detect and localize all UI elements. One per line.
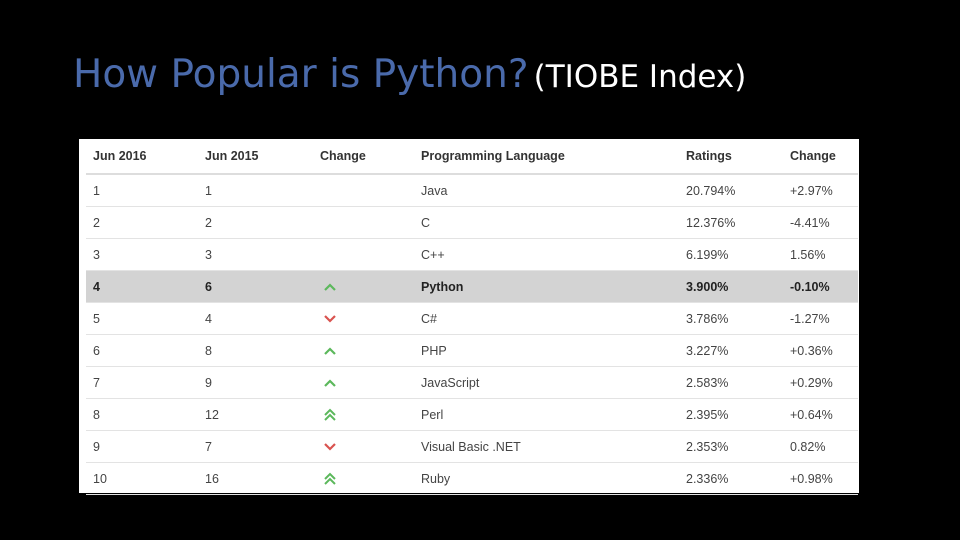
double-arrow-up-icon bbox=[320, 408, 414, 422]
cell-language: Perl bbox=[414, 398, 679, 431]
arrow-up-icon bbox=[320, 282, 414, 292]
cell-jun-2016: 10 bbox=[86, 462, 198, 495]
cell-jun-2015: 12 bbox=[198, 398, 313, 431]
cell-trend bbox=[313, 174, 414, 207]
cell-rating: 3.786% bbox=[679, 302, 783, 335]
col-header-change-arrow: Change bbox=[313, 139, 414, 175]
cell-change: 1.56% bbox=[783, 238, 858, 271]
table-header-row: Jun 2016 Jun 2015 Change Programming Lan… bbox=[86, 139, 858, 175]
cell-jun-2016: 9 bbox=[86, 430, 198, 463]
cell-jun-2015: 8 bbox=[198, 334, 313, 367]
cell-rating: 20.794% bbox=[679, 174, 783, 207]
cell-jun-2015: 6 bbox=[198, 270, 313, 303]
cell-jun-2015: 3 bbox=[198, 238, 313, 271]
cell-language: PHP bbox=[414, 334, 679, 367]
cell-trend bbox=[313, 398, 414, 431]
cell-rating: 12.376% bbox=[679, 206, 783, 239]
table-row: 6 8 PHP 3.227% +0.36% bbox=[86, 334, 858, 367]
slide-title: How Popular is Python? (TIOBE Index) bbox=[73, 52, 746, 97]
cell-rating: 6.199% bbox=[679, 238, 783, 271]
cell-jun-2016: 1 bbox=[86, 174, 198, 207]
cell-jun-2015: 1 bbox=[198, 174, 313, 207]
table-row: 3 3 C++ 6.199% 1.56% bbox=[86, 238, 858, 271]
cell-language: C++ bbox=[414, 238, 679, 271]
table-row: 5 4 C# 3.786% -1.27% bbox=[86, 302, 858, 335]
cell-trend bbox=[313, 270, 414, 303]
tiobe-table-panel: Jun 2016 Jun 2015 Change Programming Lan… bbox=[79, 139, 859, 495]
cell-jun-2016: 8 bbox=[86, 398, 198, 431]
double-arrow-up-icon bbox=[320, 472, 414, 486]
cell-jun-2015: 16 bbox=[198, 462, 313, 495]
col-header-change-pct: Change bbox=[783, 139, 858, 175]
col-header-jun-2015: Jun 2015 bbox=[198, 139, 313, 175]
cell-language: Ruby bbox=[414, 462, 679, 495]
arrow-up-icon bbox=[320, 378, 414, 388]
cell-rating: 2.336% bbox=[679, 462, 783, 495]
col-header-language: Programming Language bbox=[414, 139, 679, 175]
cell-jun-2015: 2 bbox=[198, 206, 313, 239]
arrow-down-icon bbox=[320, 442, 414, 452]
cell-trend bbox=[313, 366, 414, 399]
cell-change: -1.27% bbox=[783, 302, 858, 335]
cell-jun-2016: 4 bbox=[86, 270, 198, 303]
slide-title-subtitle: (TIOBE Index) bbox=[533, 59, 747, 95]
cell-rating: 2.353% bbox=[679, 430, 783, 463]
cell-change: +0.36% bbox=[783, 334, 858, 367]
cell-language: Python bbox=[414, 270, 679, 303]
cell-rating: 2.395% bbox=[679, 398, 783, 431]
table-row: 1 1 Java 20.794% +2.97% bbox=[86, 174, 858, 207]
cell-jun-2015: 9 bbox=[198, 366, 313, 399]
table-row: 9 7 Visual Basic .NET 2.353% 0.82% bbox=[86, 430, 858, 463]
arrow-down-icon bbox=[320, 314, 414, 324]
table-row: 10 16 Ruby 2.336% +0.98% bbox=[86, 462, 858, 495]
cell-change: 0.82% bbox=[783, 430, 858, 463]
cell-jun-2015: 7 bbox=[198, 430, 313, 463]
cell-trend bbox=[313, 430, 414, 463]
cell-jun-2016: 7 bbox=[86, 366, 198, 399]
table-row: 2 2 C 12.376% -4.41% bbox=[86, 206, 858, 239]
cell-trend bbox=[313, 334, 414, 367]
slide-title-main: How Popular is Python? bbox=[73, 52, 529, 97]
cell-change: +0.64% bbox=[783, 398, 858, 431]
cell-language: JavaScript bbox=[414, 366, 679, 399]
cell-jun-2016: 6 bbox=[86, 334, 198, 367]
table-row: 8 12 Perl 2.395% +0.64% bbox=[86, 398, 858, 431]
cell-change: -4.41% bbox=[783, 206, 858, 239]
cell-change: +0.29% bbox=[783, 366, 858, 399]
cell-language: C# bbox=[414, 302, 679, 335]
cell-change: +0.98% bbox=[783, 462, 858, 495]
cell-trend bbox=[313, 206, 414, 239]
arrow-up-icon bbox=[320, 346, 414, 356]
col-header-ratings: Ratings bbox=[679, 139, 783, 175]
table-row: 7 9 JavaScript 2.583% +0.29% bbox=[86, 366, 858, 399]
cell-jun-2015: 4 bbox=[198, 302, 313, 335]
cell-jun-2016: 3 bbox=[86, 238, 198, 271]
tiobe-table: Jun 2016 Jun 2015 Change Programming Lan… bbox=[86, 139, 858, 495]
cell-language: C bbox=[414, 206, 679, 239]
cell-change: -0.10% bbox=[783, 270, 858, 303]
cell-jun-2016: 5 bbox=[86, 302, 198, 335]
cell-rating: 2.583% bbox=[679, 366, 783, 399]
cell-trend bbox=[313, 238, 414, 271]
col-header-jun-2016: Jun 2016 bbox=[86, 139, 198, 175]
table-row: 4 6 Python 3.900% -0.10% bbox=[86, 270, 858, 303]
cell-language: Java bbox=[414, 174, 679, 207]
cell-change: +2.97% bbox=[783, 174, 858, 207]
cell-jun-2016: 2 bbox=[86, 206, 198, 239]
cell-trend bbox=[313, 302, 414, 335]
cell-language: Visual Basic .NET bbox=[414, 430, 679, 463]
cell-trend bbox=[313, 462, 414, 495]
cell-rating: 3.900% bbox=[679, 270, 783, 303]
cell-rating: 3.227% bbox=[679, 334, 783, 367]
